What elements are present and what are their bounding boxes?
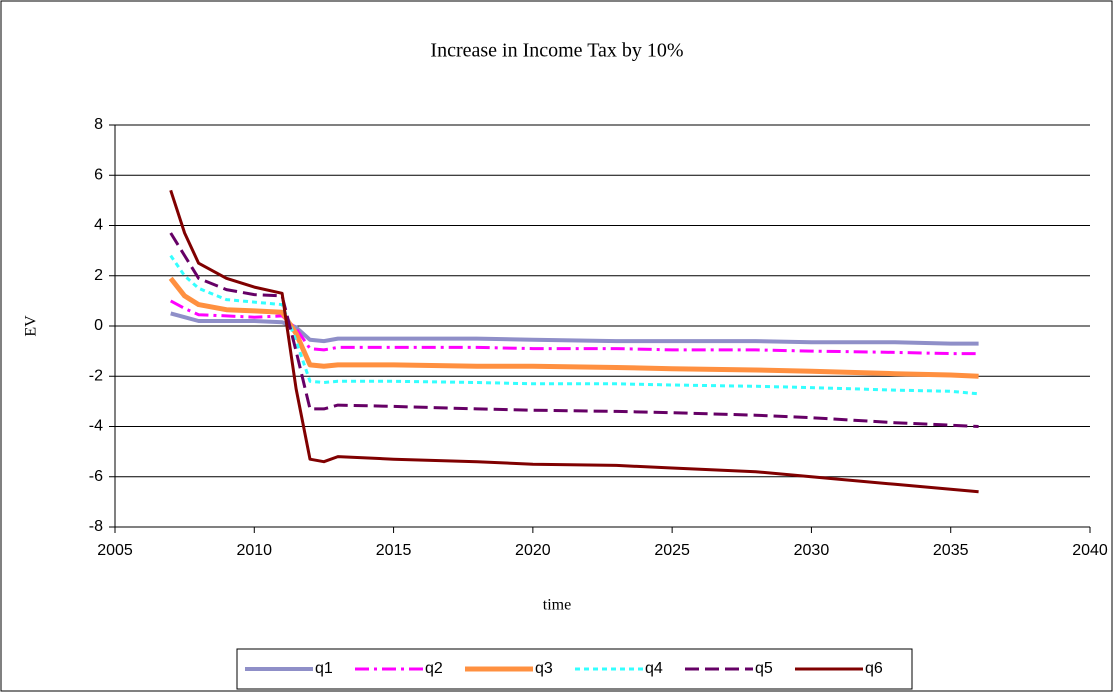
- legend-label: q6: [865, 660, 883, 677]
- x-axis-label: time: [543, 597, 571, 614]
- legend-label: q4: [645, 660, 663, 677]
- x-tick-label: 2025: [654, 542, 690, 559]
- y-tick-label: 2: [94, 267, 103, 284]
- legend-label: q1: [315, 660, 333, 677]
- series-line: [169, 254, 979, 396]
- x-tick-label: 2005: [97, 542, 133, 559]
- x-tick-label: 2020: [515, 542, 551, 559]
- series-line: [168, 276, 979, 379]
- y-tick-label: 4: [94, 217, 103, 234]
- series-line: [170, 311, 979, 346]
- y-tick-label: 8: [94, 116, 103, 133]
- chart-title: Increase in Income Tax by 10%: [430, 40, 683, 62]
- y-tick-label: -2: [89, 367, 103, 384]
- series-line: [169, 299, 979, 356]
- y-tick-label: 6: [94, 166, 103, 183]
- y-tick-label: -6: [89, 468, 103, 485]
- x-tick-label: 2035: [933, 542, 969, 559]
- y-axis-label: EV: [23, 315, 40, 337]
- x-tick-label: 2015: [376, 542, 412, 559]
- series-line: [169, 189, 979, 494]
- legend-label: q2: [425, 660, 443, 677]
- x-tick-label: 2010: [236, 542, 272, 559]
- legend-label: q5: [755, 660, 773, 677]
- y-tick-label: -4: [89, 418, 103, 435]
- series-line: [169, 232, 979, 428]
- x-tick-label: 2040: [1072, 542, 1108, 559]
- x-tick-label: 2030: [794, 542, 830, 559]
- legend-label: q3: [535, 660, 553, 677]
- y-tick-label: 0: [94, 317, 103, 334]
- y-tick-label: -8: [89, 518, 103, 535]
